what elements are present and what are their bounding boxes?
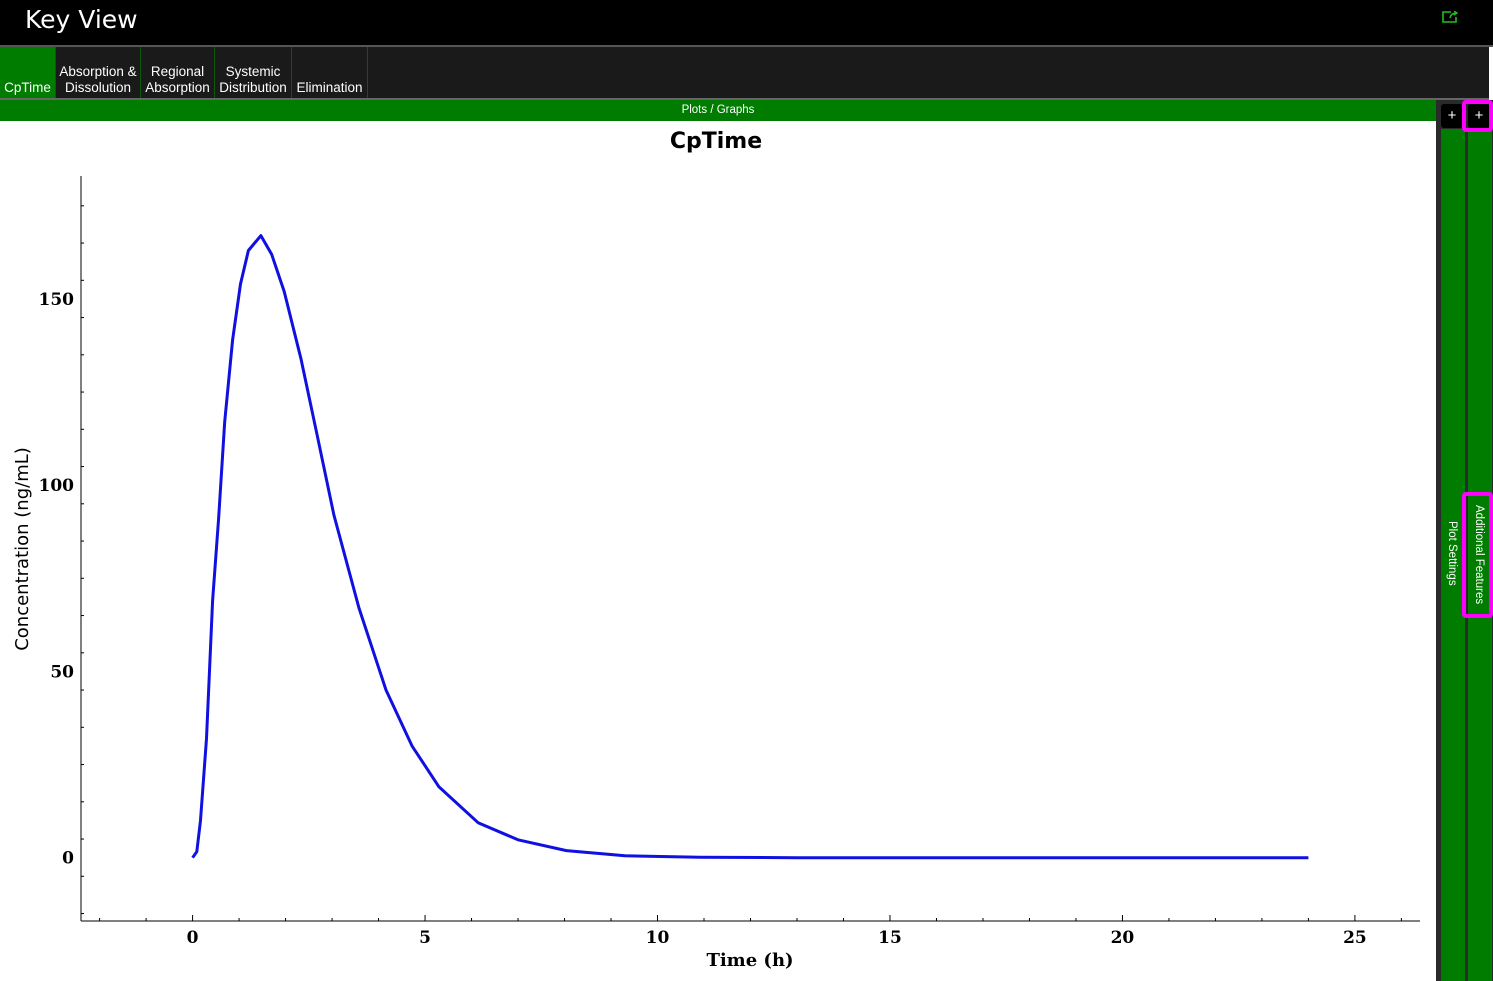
- tab-bar: CpTime Absorption & Dissolution Regional…: [0, 47, 1489, 100]
- tab-regional-absorption[interactable]: Regional Absorption: [141, 47, 215, 98]
- tab-elimination[interactable]: Elimination: [292, 47, 368, 98]
- export-icon[interactable]: [1442, 11, 1458, 23]
- cptime-chart: CpTime Time (h) Concentration (ng/mL) 0 5…: [12, 129, 1420, 971]
- plot-settings-panel-tab[interactable]: Plot Settings: [1441, 129, 1465, 981]
- x-tick-label: 10: [646, 928, 670, 948]
- y-axis-label: Concentration (ng/mL): [12, 447, 33, 651]
- x-tick-label: 15: [878, 928, 902, 948]
- y-tick-label: 150: [39, 290, 75, 310]
- chart-title: CpTime: [670, 129, 762, 154]
- plot-settings-label: Plot Settings: [1446, 521, 1458, 586]
- y-tick-label: 100: [39, 476, 75, 496]
- concentration-curve: [191, 234, 1309, 860]
- x-tick-label: 5: [419, 928, 431, 948]
- title-bar: Key View: [0, 0, 1493, 47]
- x-axis-label: Time (h): [706, 950, 793, 971]
- y-tick-label: 0: [62, 849, 74, 869]
- highlight-box: [1462, 492, 1493, 618]
- tab-systemic-distribution[interactable]: Systemic Distribution: [215, 47, 292, 98]
- plot-settings-expand-button[interactable]: +: [1441, 104, 1463, 128]
- plots-graphs-header: Plots / Graphs: [0, 100, 1436, 121]
- x-tick-label: 20: [1111, 928, 1135, 948]
- window-title: Key View: [25, 5, 138, 34]
- additional-features-panel-tab[interactable]: Additional Features: [1468, 129, 1492, 981]
- tab-cptime[interactable]: CpTime: [0, 47, 56, 98]
- additional-features-expand-button[interactable]: +: [1468, 104, 1490, 128]
- x-tick-label: 0: [187, 928, 199, 948]
- y-tick-label: 50: [50, 662, 74, 682]
- x-tick-label: 25: [1343, 928, 1367, 948]
- tab-absorption-dissolution[interactable]: Absorption & Dissolution: [56, 47, 141, 98]
- highlight-box: [1462, 100, 1493, 132]
- side-panels: + + Plot Settings Additional Features: [1436, 100, 1493, 981]
